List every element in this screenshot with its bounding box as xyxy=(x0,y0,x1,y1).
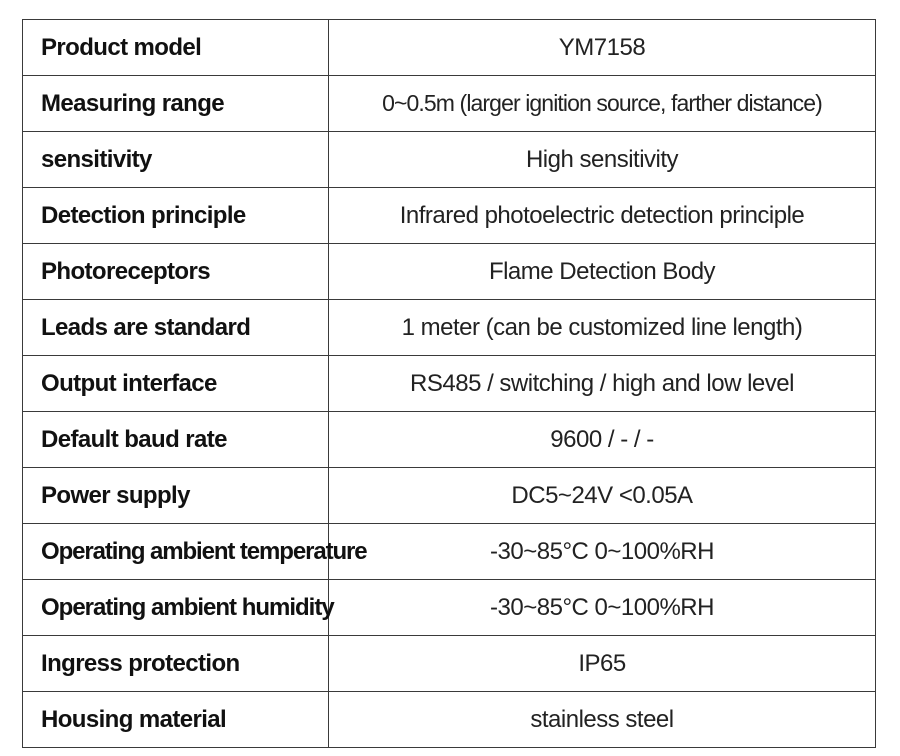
spec-row-product-model: Product model YM7158 xyxy=(22,19,876,76)
spec-row-ingress-protection: Ingress protection IP65 xyxy=(22,635,876,692)
spec-row-leads: Leads are standard 1 meter (can be custo… xyxy=(22,299,876,356)
spec-value: RS485 / switching / high and low level xyxy=(328,355,876,412)
spec-value: stainless steel xyxy=(328,691,876,748)
spec-row-photoreceptors: Photoreceptors Flame Detection Body xyxy=(22,243,876,300)
spec-label: Default baud rate xyxy=(22,411,329,468)
spec-value: Flame Detection Body xyxy=(328,243,876,300)
spec-label: Detection principle xyxy=(22,187,329,244)
spec-row-measuring-range: Measuring range 0~0.5m (larger ignition … xyxy=(22,75,876,132)
spec-value: High sensitivity xyxy=(328,131,876,188)
spec-value: 1 meter (can be customized line length) xyxy=(328,299,876,356)
spec-value: 9600 / - / - xyxy=(328,411,876,468)
spec-row-sensitivity: sensitivity High sensitivity xyxy=(22,131,876,188)
spec-value: -30~85°C 0~100%RH xyxy=(328,523,876,580)
spec-row-housing-material: Housing material stainless steel xyxy=(22,691,876,748)
spec-label: Operating ambient humidity xyxy=(22,579,335,636)
spec-value: 0~0.5m (larger ignition source, farther … xyxy=(328,75,876,132)
spec-label: Leads are standard xyxy=(22,299,329,356)
spec-label: Housing material xyxy=(22,691,329,748)
spec-value: YM7158 xyxy=(328,19,876,76)
spec-label: Operating ambient temperature xyxy=(22,523,368,580)
spec-value: DC5~24V <0.05A xyxy=(328,467,876,524)
spec-label: Measuring range xyxy=(22,75,329,132)
spec-value: Infrared photoelectric detection princip… xyxy=(328,187,876,244)
spec-row-baud-rate: Default baud rate 9600 / - / - xyxy=(22,411,876,468)
spec-row-power-supply: Power supply DC5~24V <0.05A xyxy=(22,467,876,524)
spec-label: Output interface xyxy=(22,355,329,412)
spec-row-ambient-temperature: Operating ambient temperature -30~85°C 0… xyxy=(22,523,876,580)
spec-label: Product model xyxy=(22,19,329,76)
spec-label: Photoreceptors xyxy=(22,243,329,300)
spec-row-ambient-humidity: Operating ambient humidity -30~85°C 0~10… xyxy=(22,579,876,636)
spec-row-detection-principle: Detection principle Infrared photoelectr… xyxy=(22,187,876,244)
spec-label: sensitivity xyxy=(22,131,329,188)
spec-table: Product model YM7158 Measuring range 0~0… xyxy=(22,19,876,748)
spec-row-output-interface: Output interface RS485 / switching / hig… xyxy=(22,355,876,412)
spec-value: IP65 xyxy=(328,635,876,692)
spec-label: Power supply xyxy=(22,467,329,524)
spec-label: Ingress protection xyxy=(22,635,329,692)
spec-value: -30~85°C 0~100%RH xyxy=(328,579,876,636)
